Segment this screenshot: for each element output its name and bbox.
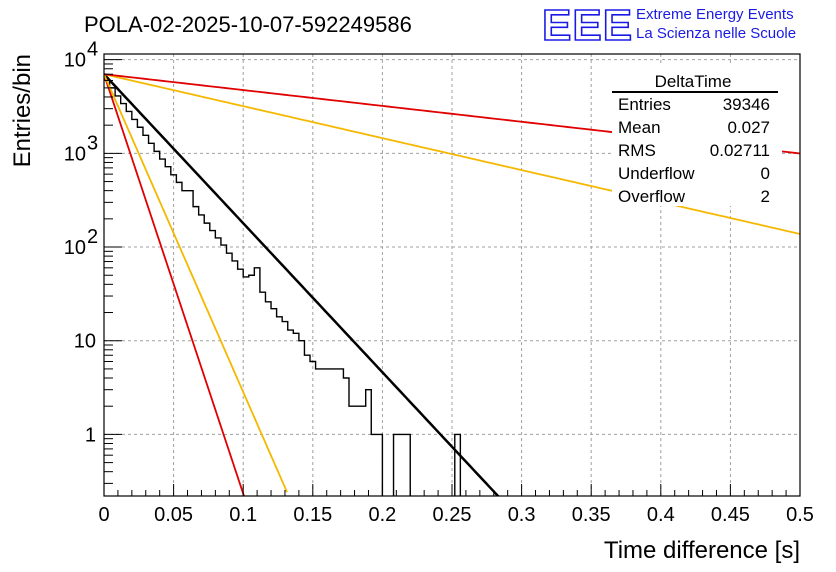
logo-line-1: Extreme Energy Events	[636, 6, 794, 23]
stats-label-underflow: Underflow	[618, 164, 695, 183]
stats-value-overflow: 2	[761, 187, 770, 206]
stats-value-rms: 0.02711	[710, 141, 770, 160]
x-tick-label: 0.35	[572, 504, 611, 526]
axes-ticks: 0 0.05 0.1 0.15 0.2 0.25 0.3 0.35 0.4 0.45 0.5 1 10 1…	[64, 39, 814, 526]
stats-label-overflow: Overflow	[618, 187, 686, 206]
curve-red-steep	[104, 73, 245, 496]
histogram-outline	[104, 79, 462, 496]
stats-label-mean: Mean	[618, 118, 661, 137]
stats-box: DeltaTime Entries 39346 Mean 0.027 RMS 0…	[612, 66, 782, 206]
x-tick-label: 0.4	[647, 504, 675, 526]
curve-fit	[104, 73, 500, 496]
y-axis-label: Entries/bin	[9, 54, 36, 167]
x-tick-label: 0.15	[293, 504, 332, 526]
stats-value-mean: 0.027	[727, 118, 770, 137]
x-tick-label: 0.25	[433, 504, 472, 526]
x-tick-label: 0.45	[711, 504, 750, 526]
logo-letters: EEE	[542, 1, 633, 50]
stats-title: DeltaTime	[655, 72, 732, 91]
stats-box-background	[612, 66, 782, 206]
stats-value-underflow: 0	[761, 164, 770, 183]
x-tick-label: 0.5	[786, 504, 814, 526]
stats-label-entries: Entries	[618, 95, 671, 114]
x-axis-label: Time difference [s]	[604, 537, 800, 564]
y-tick-label: 10	[64, 143, 86, 165]
eee-logo: EEE Extreme Energy Events La Scienza nel…	[541, 0, 796, 51]
y-tick-label: 10	[64, 50, 86, 72]
curve-orange-steep	[104, 73, 288, 493]
y-tick-label: 10	[74, 331, 96, 353]
stats-label-rms: RMS	[618, 141, 656, 160]
y-tick-exponent: 2	[87, 226, 98, 248]
y-tick-label: 1	[85, 424, 96, 446]
stats-value-entries: 39346	[723, 95, 770, 114]
x-tick-label: 0.2	[368, 504, 396, 526]
x-tick-label: 0.1	[229, 504, 257, 526]
curve-orange-slow	[104, 73, 800, 235]
x-tick-label: 0	[98, 504, 109, 526]
x-tick-label: 0.05	[154, 504, 193, 526]
logo-line-2: La Scienza nelle Scuole	[636, 25, 796, 42]
x-tick-label: 0.3	[508, 504, 536, 526]
y-tick-exponent: 3	[87, 132, 98, 154]
y-tick-exponent: 4	[87, 39, 98, 61]
chart-title: POLA-02-2025-10-07-592249586	[84, 12, 412, 37]
y-tick-label: 10	[64, 237, 86, 259]
